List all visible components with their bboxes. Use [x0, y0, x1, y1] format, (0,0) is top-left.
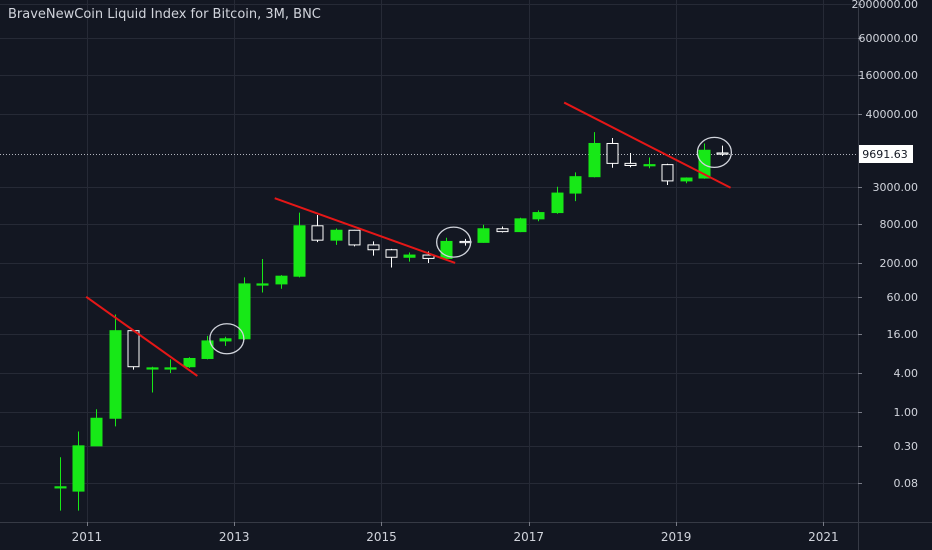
trendline: [85, 296, 198, 377]
candle-body-down: [661, 164, 674, 182]
candle-body-down: [348, 229, 361, 246]
y-tick-label: 60.00: [887, 291, 919, 304]
candle-body-up: [219, 338, 232, 342]
candle-body-up: [477, 228, 490, 243]
candle-body-down: [422, 254, 435, 259]
candle-body-up: [183, 357, 196, 368]
y-tick-label: 4.00: [894, 367, 919, 380]
candle-body-up: [54, 486, 67, 489]
candle-body-down: [496, 228, 509, 233]
candle-body-up: [256, 283, 269, 286]
y-tick-label: 3000.00: [873, 181, 919, 194]
x-tick-label: 2021: [808, 530, 839, 544]
candle-body-down: [127, 330, 140, 368]
candle-body-up: [403, 254, 416, 258]
y-tick-label: 1.00: [894, 406, 919, 419]
candle-body-up: [532, 212, 545, 220]
candle-body-down: [459, 240, 472, 244]
candle-body-up: [330, 229, 343, 241]
candle-body-up: [90, 417, 103, 447]
candle-body-up: [109, 330, 122, 419]
x-tick-label: 2017: [514, 530, 545, 544]
candle-body-up: [643, 164, 656, 167]
x-tick-label: 2015: [366, 530, 397, 544]
x-tick-label: 2019: [661, 530, 692, 544]
candle-body-up: [514, 218, 527, 233]
candle-body-down: [624, 162, 637, 166]
trendline: [274, 197, 456, 264]
y-tick-label: 2000000.00: [852, 0, 918, 11]
candle-body-up: [680, 177, 693, 182]
candle-body-up: [588, 142, 601, 178]
y-tick-label: 160000.00: [859, 69, 919, 82]
candle-body-up: [164, 367, 177, 370]
trendline: [563, 101, 732, 189]
y-tick-label: 600000.00: [859, 32, 919, 45]
candle-body-down: [606, 142, 619, 164]
candle-body-up: [275, 275, 288, 285]
highlight-circle: [209, 323, 245, 355]
candle-body-up: [551, 192, 564, 214]
last-price-label-box: [859, 145, 913, 163]
y-tick-label: 200.00: [880, 257, 919, 270]
candle-body-up: [293, 225, 306, 277]
candle-body-up: [72, 445, 85, 492]
candle-body-down: [311, 225, 324, 241]
candle-body-down: [385, 249, 398, 258]
y-tick-label: 0.30: [894, 440, 919, 453]
candle-body-up: [238, 283, 251, 340]
candle-body-up: [440, 240, 453, 259]
x-tick-label: 2013: [219, 530, 250, 544]
y-tick-label: 0.08: [894, 477, 919, 490]
y-tick-label: 800.00: [880, 218, 919, 231]
highlight-circle: [696, 136, 733, 169]
last-price-label: 9691.63: [862, 148, 908, 161]
y-tick-label: 40000.00: [866, 108, 919, 121]
candle-body-up: [146, 367, 159, 370]
candle-body-down: [716, 152, 729, 155]
x-tick-label: 2011: [72, 530, 103, 544]
y-tick-label: 16.00: [887, 328, 919, 341]
candle-body-up: [569, 176, 582, 194]
highlight-circle: [436, 226, 472, 258]
chart-title: BraveNewCoin Liquid Index for Bitcoin, 3…: [8, 7, 321, 22]
candle-body-up: [201, 340, 214, 359]
candle-body-down: [367, 244, 380, 251]
